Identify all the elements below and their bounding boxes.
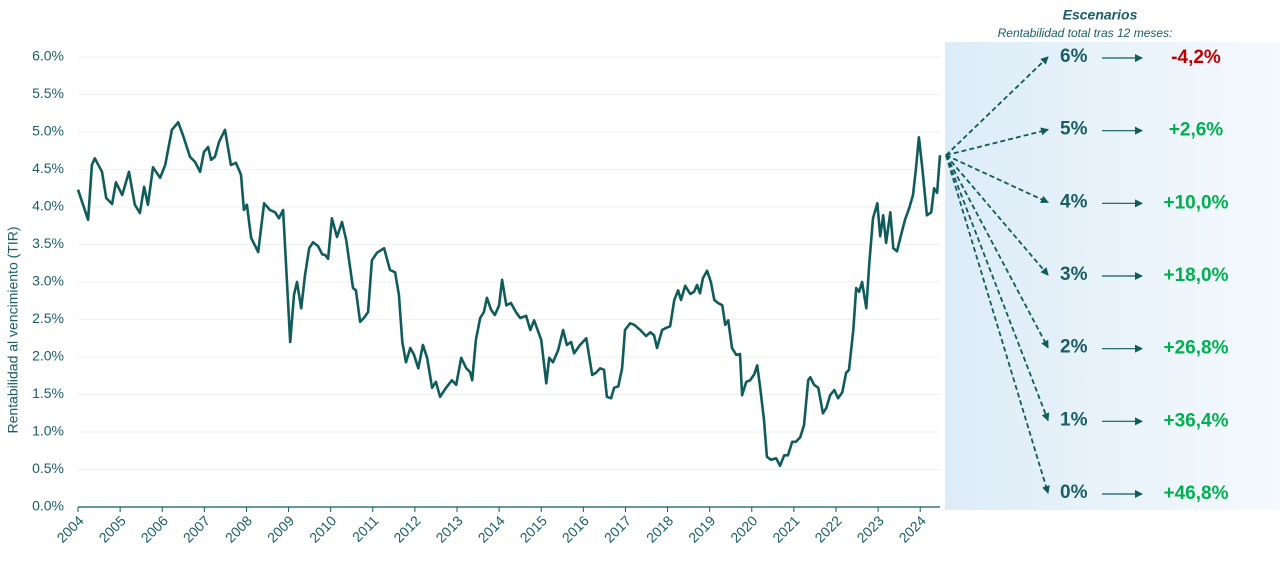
- y-tick-label: 1.0%: [32, 423, 64, 439]
- x-tick-label: 2012: [390, 512, 423, 545]
- x-tick-label: 2005: [96, 512, 129, 545]
- scenario-return: +36,4%: [1164, 410, 1229, 431]
- scenario-title: Escenarios: [1063, 7, 1138, 23]
- y-tick-label: 1.5%: [32, 385, 64, 401]
- scenario-return: +18,0%: [1164, 265, 1229, 286]
- y-tick-label: 3.5%: [32, 235, 64, 251]
- y-tick-label: 2.5%: [32, 310, 64, 326]
- y-tick-label: 0.5%: [32, 460, 64, 476]
- scenario-arrow: [945, 154, 1050, 494]
- scenario-arrow: [945, 154, 1049, 204]
- y-axis-label: Rentabilidad al vencimiento (TIR): [5, 227, 21, 434]
- x-tick-label: 2011: [349, 512, 382, 545]
- line: [76, 121, 942, 468]
- x-tick-label: 2024: [896, 512, 929, 545]
- scenario-rate: 2%: [1060, 337, 1088, 358]
- x-tick-label: 2019: [685, 512, 718, 545]
- scenario-rate: 4%: [1060, 191, 1088, 212]
- y-tick-label: 4.5%: [32, 160, 64, 176]
- x-tick-label: 2022: [811, 512, 844, 545]
- y-tick-label: 3.0%: [32, 273, 64, 289]
- x-tick-label: 2006: [138, 512, 171, 545]
- scenario-rate: 0%: [1060, 482, 1088, 503]
- x-tick-label: 2013: [432, 512, 465, 545]
- y-tick-label: 5.5%: [32, 85, 64, 101]
- y-tick-label: 6.0%: [32, 48, 64, 64]
- y-tick-label: 4.0%: [32, 198, 64, 214]
- x-tick-label: 2020: [727, 512, 760, 545]
- scenario-rate: 1%: [1060, 409, 1088, 430]
- scenario-subtitle: Rentabilidad total tras 12 meses:: [998, 26, 1173, 40]
- x-tick-label: 2009: [264, 512, 297, 545]
- scenario-return: +2,6%: [1169, 120, 1224, 141]
- y-tick-label: 0.0%: [32, 498, 64, 514]
- y-tick-label: 5.0%: [32, 123, 64, 139]
- y-tick-label: 2.0%: [32, 348, 64, 364]
- scenario-arrow: [945, 154, 1049, 276]
- scenario-arrow: [945, 154, 1049, 349]
- scenario-rate: 3%: [1060, 264, 1088, 285]
- x-tick-label: 2007: [180, 512, 213, 545]
- scenario-rate: 5%: [1060, 119, 1088, 140]
- x-tick-label: 2004: [53, 512, 86, 545]
- x-tick-label: 2014: [474, 512, 507, 545]
- scenario-return: +46,8%: [1164, 483, 1229, 504]
- x-tick-label: 2018: [643, 512, 676, 545]
- scenario-return: +26,8%: [1164, 338, 1229, 359]
- scenario-return: +10,0%: [1164, 192, 1229, 213]
- x-tick-label: 2016: [559, 512, 592, 545]
- x-tick-label: 2023: [853, 512, 886, 545]
- x-tick-label: 2015: [517, 512, 550, 545]
- scenario-rate: 6%: [1060, 46, 1088, 67]
- scenario-return: -4,2%: [1171, 47, 1221, 68]
- x-tick-label: 2017: [601, 512, 634, 545]
- x-tick-label: 2008: [222, 512, 255, 545]
- x-tick-label: 2021: [769, 512, 802, 545]
- scenario-arrow: [945, 154, 1050, 422]
- scenario-arrow: [945, 127, 1049, 157]
- x-tick-label: 2010: [306, 512, 339, 545]
